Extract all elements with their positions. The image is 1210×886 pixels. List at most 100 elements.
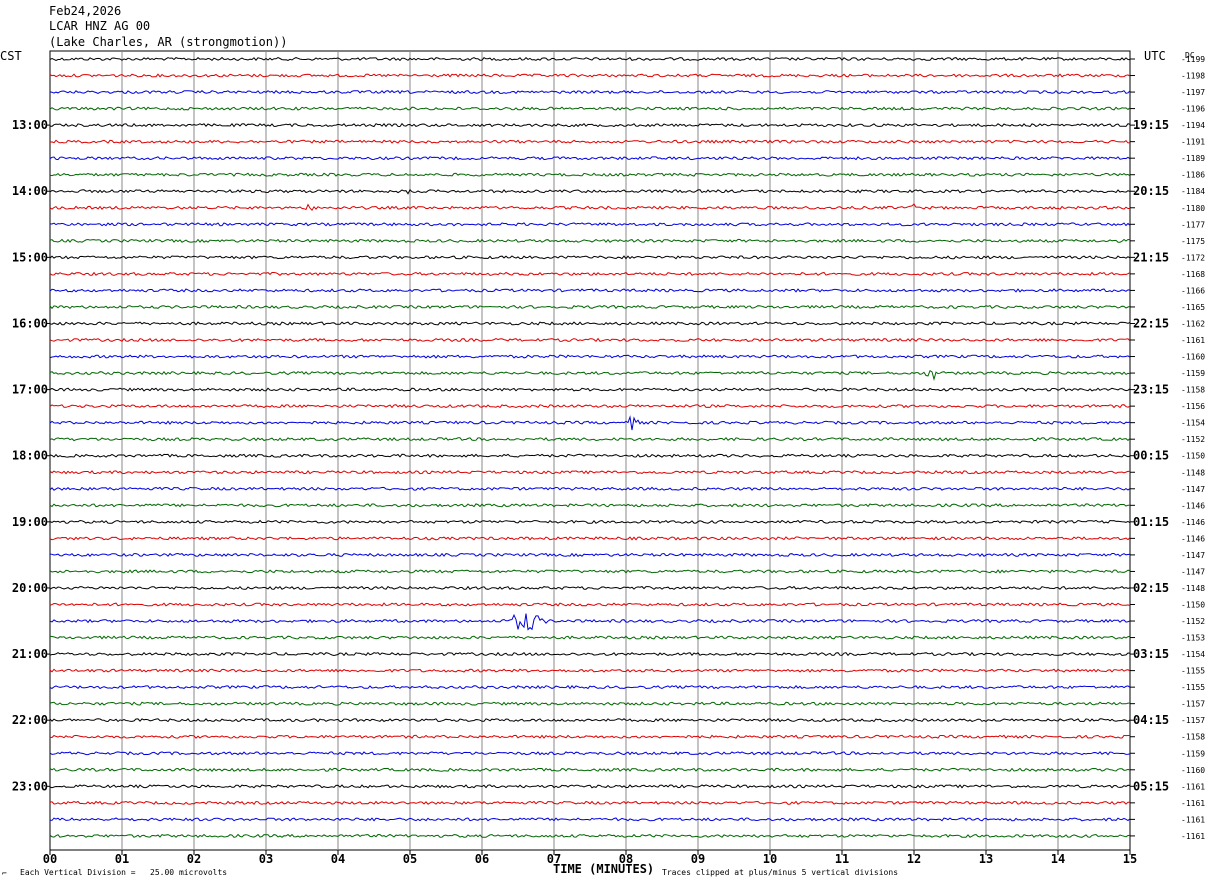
trace-row <box>49 106 1131 111</box>
trace-row <box>49 156 1131 161</box>
plot-date: Feb24,2026 <box>49 4 122 18</box>
x-tick-label: 06 <box>475 852 489 866</box>
trace-row <box>49 56 1131 62</box>
dc-offset-label: -1186 <box>1181 171 1205 180</box>
dc-offset-label: -1147 <box>1181 485 1205 494</box>
dc-offset-label: -1197 <box>1181 88 1205 97</box>
left-hour-label: 21:00 <box>12 647 48 661</box>
trace-row <box>49 635 1131 640</box>
trace-row <box>49 817 1131 822</box>
station-location: (Lake Charles, AR (strongmotion)) <box>49 35 288 49</box>
station-name: LCAR HNZ AG 00 <box>49 19 151 33</box>
x-tick-label: 03 <box>259 852 273 866</box>
left-hour-label: 22:00 <box>12 713 48 727</box>
dc-offset-label: -1155 <box>1181 683 1205 692</box>
trace-row <box>49 734 1130 739</box>
dc-offset-label: -1150 <box>1181 600 1205 609</box>
left-hour-label: 20:00 <box>12 581 48 595</box>
dc-offset-label: -1198 <box>1181 72 1205 81</box>
trace-row <box>49 337 1131 343</box>
trace-row <box>49 453 1131 458</box>
x-axis-title: TIME (MINUTES) <box>553 862 655 876</box>
trace-row <box>49 767 1131 773</box>
dc-offset-label: -1158 <box>1181 733 1205 742</box>
x-tick-label: 11 <box>835 852 849 866</box>
x-tick-label: 07 <box>547 852 561 866</box>
trace-row <box>49 387 1131 392</box>
dc-offset-label: -1191 <box>1181 138 1205 147</box>
left-hour-label: 17:00 <box>12 383 48 397</box>
right-hour-label: 21:15 <box>1133 250 1169 264</box>
trace-row <box>49 718 1131 723</box>
dc-offset-label: -1160 <box>1181 353 1205 362</box>
trace-row <box>49 288 1131 293</box>
x-tick-label: 10 <box>763 852 777 866</box>
x-tick-label: 14 <box>1051 852 1065 866</box>
dc-offset-label: -1172 <box>1181 253 1205 262</box>
dc-offset-label: -1155 <box>1181 667 1205 676</box>
left-hour-label: 19:00 <box>12 515 48 529</box>
dc-offset-label: -1196 <box>1181 105 1205 114</box>
dc-offset-label: -1184 <box>1181 187 1205 196</box>
dc-offset-label: -1152 <box>1181 435 1205 444</box>
dc-offset-label: -1158 <box>1181 386 1205 395</box>
trace-row <box>49 139 1131 144</box>
trace-row <box>49 833 1131 838</box>
right-timezone: UTC <box>1144 49 1166 63</box>
left-hour-label: 23:00 <box>12 779 48 793</box>
right-hour-label: 23:15 <box>1133 383 1169 397</box>
dc-offset-label: -1152 <box>1181 617 1205 626</box>
clip-note: Traces clipped at plus/minus 5 vertical … <box>662 868 899 877</box>
dc-offset-label: -1168 <box>1181 270 1205 279</box>
dc-offset-label: -1177 <box>1181 220 1205 229</box>
dc-offset-label: -1146 <box>1181 501 1205 510</box>
trace-row <box>49 536 1131 541</box>
x-tick-label: 04 <box>331 852 345 866</box>
right-hour-label: 04:15 <box>1133 713 1169 727</box>
trace-row <box>49 122 1131 128</box>
trace-row <box>49 800 1131 805</box>
trace-row <box>49 203 1130 212</box>
trace-row <box>49 486 1131 491</box>
trace-row <box>49 238 1131 243</box>
dc-offset-label: -1159 <box>1181 369 1205 378</box>
right-hour-label: 02:15 <box>1133 581 1169 595</box>
left-hour-label: 18:00 <box>12 449 48 463</box>
dc-offset-label: -1156 <box>1181 402 1205 411</box>
dc-offset-label: -1165 <box>1181 303 1205 312</box>
trace-row <box>49 569 1131 574</box>
right-hour-label: 00:15 <box>1133 449 1169 463</box>
x-tick-label: 12 <box>907 852 921 866</box>
trace-row <box>49 321 1131 326</box>
trace-row <box>49 519 1131 524</box>
trace-row <box>49 552 1131 557</box>
right-hour-label: 19:15 <box>1133 118 1169 132</box>
left-hour-label: 15:00 <box>12 250 48 264</box>
left-hour-label: 16:00 <box>12 316 48 330</box>
trace-row <box>49 668 1131 673</box>
dc-offset-label: -1150 <box>1181 452 1205 461</box>
left-timezone: CST <box>0 49 22 63</box>
dc-offset-label: -1161 <box>1181 815 1205 824</box>
dc-offset-label: -1147 <box>1181 551 1205 560</box>
trace-row <box>49 437 1131 442</box>
dc-offset-label: -1161 <box>1181 782 1205 791</box>
trace-row <box>49 369 1131 381</box>
trace-row <box>49 585 1131 591</box>
trace-row <box>49 89 1131 95</box>
dc-header: DC <box>1185 51 1195 60</box>
trace-row <box>49 602 1131 607</box>
x-tick-label: 05 <box>403 852 417 866</box>
x-tick-label: 08 <box>619 852 633 866</box>
dc-offset-label: -1162 <box>1181 319 1205 328</box>
dc-offset-label: -1161 <box>1181 832 1205 841</box>
trace-row <box>49 415 1131 431</box>
dc-offset-label: -1161 <box>1181 336 1205 345</box>
dc-offset-label: -1166 <box>1181 286 1205 295</box>
dc-offset-label: -1160 <box>1181 766 1205 775</box>
x-tick-label: 15 <box>1123 852 1137 866</box>
right-hour-label: 05:15 <box>1133 779 1169 793</box>
dc-offset-label: -1146 <box>1181 518 1205 527</box>
plot-frame <box>49 50 1131 851</box>
